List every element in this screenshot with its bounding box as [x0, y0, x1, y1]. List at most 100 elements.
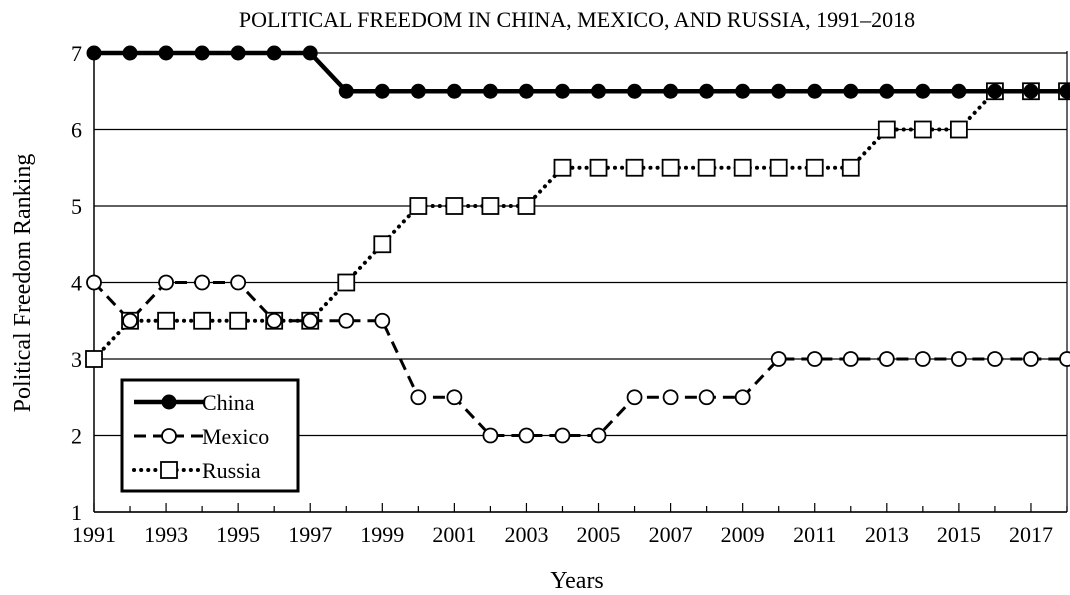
chart-title: POLITICAL FREEDOM IN CHINA, MEXICO, AND …	[239, 7, 915, 32]
legend-label: Russia	[202, 458, 261, 483]
point-mexico	[626, 389, 643, 406]
series-line-mexico	[92, 281, 1067, 437]
x-tick-label: 2001	[432, 522, 476, 547]
x-tick-label: 2007	[649, 522, 693, 547]
point-mexico	[734, 389, 751, 406]
point-mexico	[914, 351, 931, 367]
y-tick-label: 7	[71, 41, 82, 66]
x-tick-label: 1997	[288, 522, 332, 547]
point-russia	[373, 235, 392, 254]
point-russia	[85, 350, 103, 368]
point-mexico	[374, 312, 391, 329]
point-china	[843, 83, 859, 99]
y-tick-label: 6	[71, 118, 82, 143]
point-mexico	[770, 351, 787, 367]
y-tick-label: 4	[71, 271, 82, 296]
point-mexico	[1023, 351, 1039, 367]
axes: 1 2 3 4 5 6 7 1991 1993 1995 1997 1999 2001 2003 2005 2…	[71, 41, 1068, 547]
x-axis-label: Years	[550, 568, 604, 594]
x-tick-label: 2003	[504, 522, 548, 547]
legend-label: China	[202, 390, 255, 415]
legend-swatch-marker	[161, 428, 177, 444]
point-china	[518, 83, 534, 99]
y-tick-label: 3	[71, 347, 82, 372]
x-tick-label: 1995	[216, 522, 260, 547]
point-mexico	[266, 312, 283, 329]
series-line-russia	[92, 89, 1069, 361]
point-russia	[697, 158, 716, 177]
y-tick-label: 1	[71, 500, 82, 525]
point-russia	[661, 158, 680, 177]
point-china	[591, 83, 607, 99]
point-china	[879, 83, 895, 99]
x-tick-label: 1991	[72, 522, 116, 547]
point-china	[807, 83, 823, 99]
point-russia	[481, 197, 500, 215]
point-russia	[193, 311, 212, 330]
point-russia	[445, 197, 464, 215]
point-mexico	[554, 427, 571, 444]
point-china	[771, 83, 787, 99]
point-china	[699, 83, 715, 99]
point-china	[554, 83, 570, 99]
point-russia	[877, 120, 896, 139]
point-mexico	[194, 274, 211, 291]
point-china	[86, 45, 102, 61]
x-tick-label: 1999	[360, 522, 404, 547]
point-russia	[517, 197, 536, 215]
x-tick-label: 2013	[865, 522, 909, 547]
point-china	[446, 83, 462, 99]
point-russia	[733, 158, 752, 177]
legend-swatch-marker	[161, 394, 177, 410]
point-china	[627, 83, 643, 99]
point-mexico	[302, 312, 319, 329]
x-tick-label: 2009	[721, 522, 765, 547]
series-group	[85, 45, 1070, 444]
y-tick-label: 2	[71, 424, 82, 449]
point-mexico	[987, 351, 1003, 367]
y-axis-label: Political Freedom Ranking	[10, 154, 36, 413]
x-tick-label: 2015	[937, 522, 981, 547]
point-china	[735, 83, 751, 99]
point-russia	[589, 158, 608, 177]
point-mexico	[950, 351, 967, 367]
point-mexico	[518, 427, 535, 444]
point-china	[1023, 83, 1039, 99]
point-mexico	[446, 389, 463, 406]
point-china	[951, 83, 967, 99]
point-china	[663, 83, 679, 99]
x-tick-label: 2011	[793, 522, 836, 547]
point-mexico	[338, 312, 355, 329]
legend-swatch-marker	[160, 461, 178, 479]
point-china	[122, 45, 138, 61]
point-china	[338, 83, 354, 99]
point-mexico	[86, 274, 102, 291]
point-china	[915, 83, 931, 99]
point-china	[987, 83, 1003, 99]
legend-label: Mexico	[202, 424, 269, 449]
point-russia	[157, 311, 175, 330]
point-china	[230, 45, 246, 61]
point-russia	[949, 120, 968, 139]
x-tick-label: 1993	[144, 522, 188, 547]
y-tick-label: 5	[71, 194, 82, 219]
point-mexico	[482, 427, 499, 444]
point-china	[410, 83, 426, 99]
point-russia	[841, 158, 860, 177]
point-mexico	[590, 427, 607, 444]
point-mexico	[806, 351, 823, 367]
point-china	[266, 45, 282, 61]
point-russia	[625, 158, 644, 177]
point-russia	[229, 311, 248, 330]
point-mexico	[230, 274, 247, 291]
point-china	[302, 45, 318, 61]
point-china	[374, 83, 390, 99]
point-russia	[913, 120, 932, 139]
x-tick-label: 2017	[1009, 522, 1053, 547]
point-russia	[769, 158, 788, 177]
point-mexico	[878, 351, 895, 367]
point-china	[158, 45, 174, 61]
point-mexico	[1059, 351, 1070, 367]
point-mexico	[410, 389, 427, 406]
